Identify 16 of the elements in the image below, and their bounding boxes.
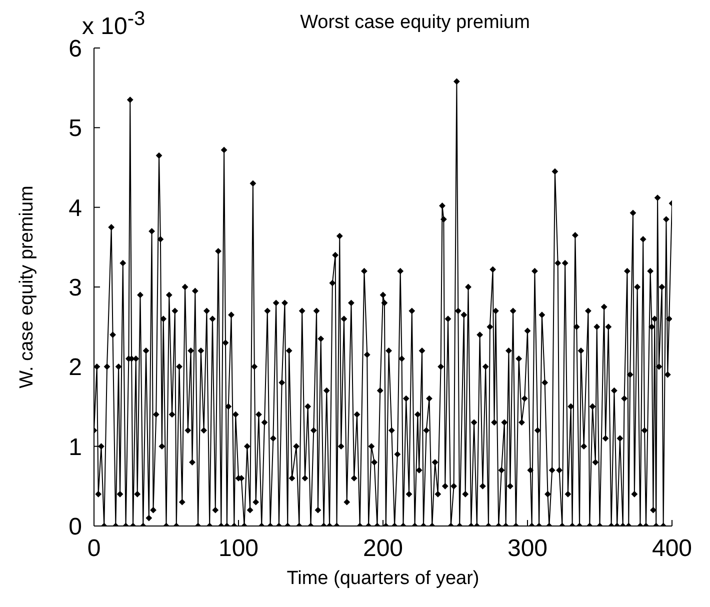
x-tick-label: 100	[218, 535, 259, 562]
y-tick-label: 1	[68, 434, 82, 461]
x-tick-label: 400	[652, 535, 692, 562]
chart-title: Worst case equity premium	[300, 12, 530, 33]
y-tick-label: 6	[68, 36, 82, 63]
y-tick-label: 2	[68, 354, 82, 382]
y-tick-label: 4	[68, 194, 82, 222]
y-tick-label: 5	[68, 115, 82, 142]
x-tick-label: 0	[87, 535, 101, 562]
x-axis-title: Time (quarters of year)	[286, 568, 480, 589]
x-tick-label: 300	[507, 535, 548, 562]
y-tick-label: 0	[68, 514, 82, 541]
y-axis-title: W. case equity premium	[16, 186, 38, 388]
y-tick-label: 3	[68, 274, 82, 302]
x-tick-label: 200	[362, 535, 404, 562]
text: x 10$^{-3}$	[82, 8, 146, 41]
